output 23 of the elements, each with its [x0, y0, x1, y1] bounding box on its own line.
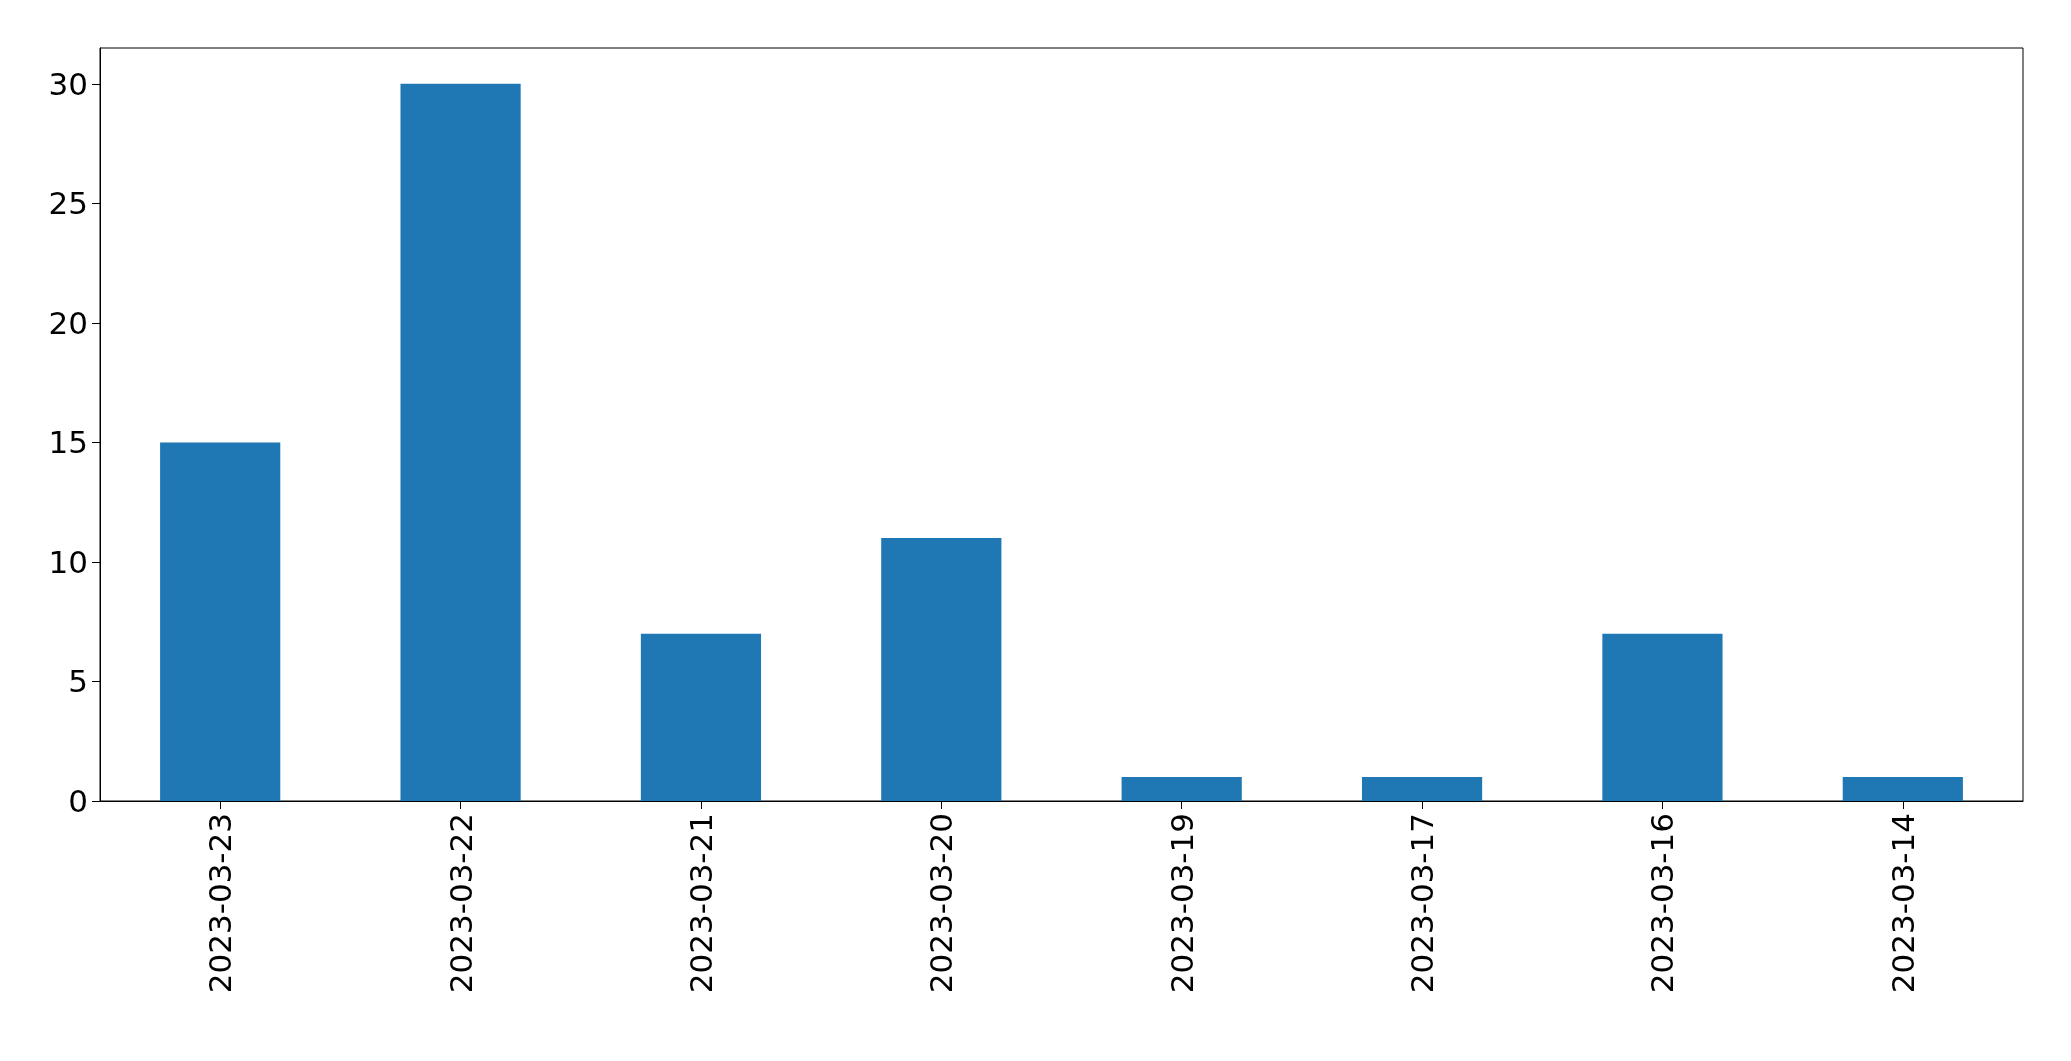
bar [160, 442, 281, 801]
x-tick-label: 2023-03-23 [202, 813, 239, 994]
bar [1361, 777, 1483, 801]
x-tick-label: 2023-03-19 [1163, 813, 1200, 994]
y-tick-label: 20 [48, 304, 88, 341]
bar [400, 83, 521, 801]
bar [881, 538, 1002, 801]
x-tick-label: 2023-03-22 [442, 813, 479, 994]
x-tick-label: 2023-03-20 [923, 813, 960, 994]
bar [1121, 777, 1242, 801]
y-tick-label: 10 [48, 543, 88, 580]
y-tick-label: 0 [68, 783, 88, 819]
y-tick-label: 15 [48, 424, 88, 461]
x-tick-label: 2023-03-16 [1644, 813, 1681, 994]
bar [1602, 633, 1723, 801]
bar [1842, 777, 1963, 801]
y-tick-label: 30 [48, 65, 88, 102]
x-tick-label: 2023-03-21 [682, 813, 719, 994]
y-tick-label: 25 [48, 185, 88, 222]
x-tick-label: 2023-03-14 [1884, 813, 1921, 994]
bar [640, 633, 762, 801]
y-tick-label: 5 [68, 663, 88, 700]
x-tick-label: 2023-03-17 [1404, 813, 1441, 994]
